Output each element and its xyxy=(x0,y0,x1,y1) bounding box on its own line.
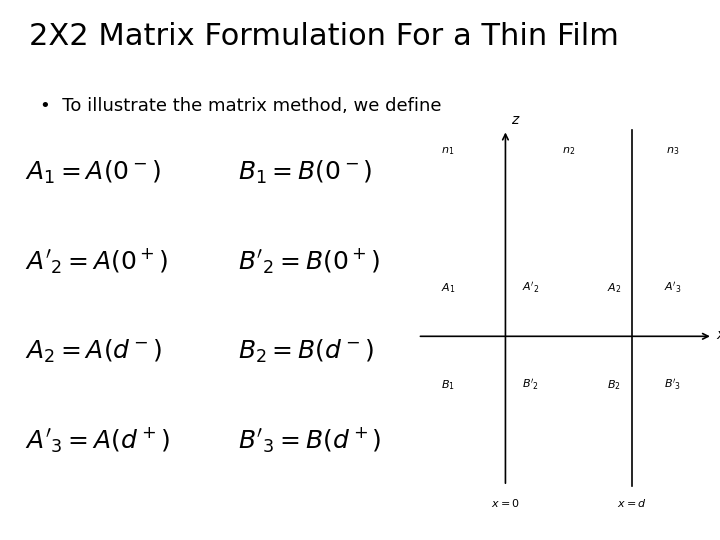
Text: $A_2 = A(d^-)$: $A_2 = A(d^-)$ xyxy=(25,338,163,364)
Text: $x = 0$: $x = 0$ xyxy=(491,497,520,509)
Text: •  To illustrate the matrix method, we define: • To illustrate the matrix method, we de… xyxy=(40,97,441,115)
Text: $A'_3$: $A'_3$ xyxy=(664,280,681,295)
Text: $B_2 = B(d^-)$: $B_2 = B(d^-)$ xyxy=(238,338,374,364)
Text: $B'_2 = B(0^+)$: $B'_2 = B(0^+)$ xyxy=(238,247,379,276)
Text: $A'_2$: $A'_2$ xyxy=(522,280,539,295)
Text: $A'_3 = A(d^+)$: $A'_3 = A(d^+)$ xyxy=(25,426,170,455)
Text: $B_1$: $B_1$ xyxy=(441,378,455,392)
Text: $n_1$: $n_1$ xyxy=(441,145,454,157)
Text: $A'_2 = A(0^+)$: $A'_2 = A(0^+)$ xyxy=(25,247,168,276)
Text: $B_1 = B(0^-)$: $B_1 = B(0^-)$ xyxy=(238,159,372,186)
Text: $z$: $z$ xyxy=(511,113,521,127)
Text: $A_2$: $A_2$ xyxy=(607,281,621,295)
Text: $n_2$: $n_2$ xyxy=(562,145,575,157)
Text: $B'_3$: $B'_3$ xyxy=(664,377,681,393)
Text: $B'_3 = B(d^+)$: $B'_3 = B(d^+)$ xyxy=(238,426,381,455)
Text: $B'_2$: $B'_2$ xyxy=(522,377,539,393)
Text: $x = d$: $x = d$ xyxy=(617,497,647,509)
Text: $B_2$: $B_2$ xyxy=(607,378,621,392)
Text: $x$: $x$ xyxy=(716,328,720,342)
Text: $A_1$: $A_1$ xyxy=(441,281,455,295)
Text: $n_3$: $n_3$ xyxy=(666,145,679,157)
Text: $A_1 = A(0^-)$: $A_1 = A(0^-)$ xyxy=(25,159,161,186)
Text: 2X2 Matrix Formulation For a Thin Film: 2X2 Matrix Formulation For a Thin Film xyxy=(29,22,618,51)
